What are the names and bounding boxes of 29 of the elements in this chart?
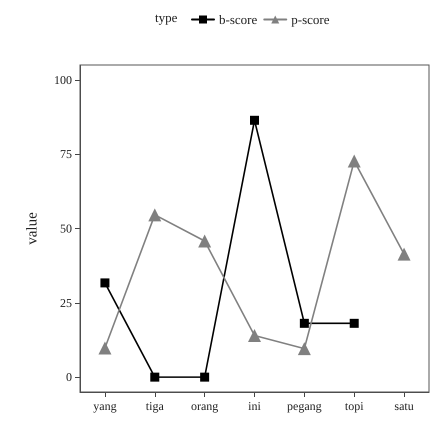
point: [248, 329, 261, 342]
point: [348, 154, 361, 168]
point: [198, 234, 212, 248]
y-tick-label: 75: [60, 147, 72, 162]
point: [350, 318, 359, 328]
x-tick-label: pegang: [287, 399, 322, 413]
legend-label: p-score: [291, 12, 330, 27]
point: [298, 342, 311, 356]
point: [150, 372, 160, 382]
y-tick-label: 100: [54, 72, 72, 87]
point: [200, 372, 210, 382]
legend-label: b-score: [219, 12, 258, 27]
y-tick-label: 50: [60, 222, 72, 236]
legend-title: type: [155, 10, 178, 25]
point: [98, 342, 112, 355]
point: [100, 278, 110, 288]
y-tick-label: 25: [60, 296, 72, 310]
x-tick-label: topi: [344, 399, 364, 413]
point: [148, 208, 162, 222]
x-tick-label: ini: [248, 399, 262, 413]
x-tick-label: orang: [190, 399, 218, 413]
y-axis-title: value: [24, 212, 40, 245]
y-tick-label: 0: [66, 370, 72, 384]
point: [300, 318, 309, 328]
x-tick-label: satu: [394, 399, 414, 413]
point: [398, 248, 411, 261]
x-tick-label: tiga: [146, 399, 164, 413]
point: [250, 116, 259, 125]
x-tick-label: yang: [93, 399, 117, 413]
